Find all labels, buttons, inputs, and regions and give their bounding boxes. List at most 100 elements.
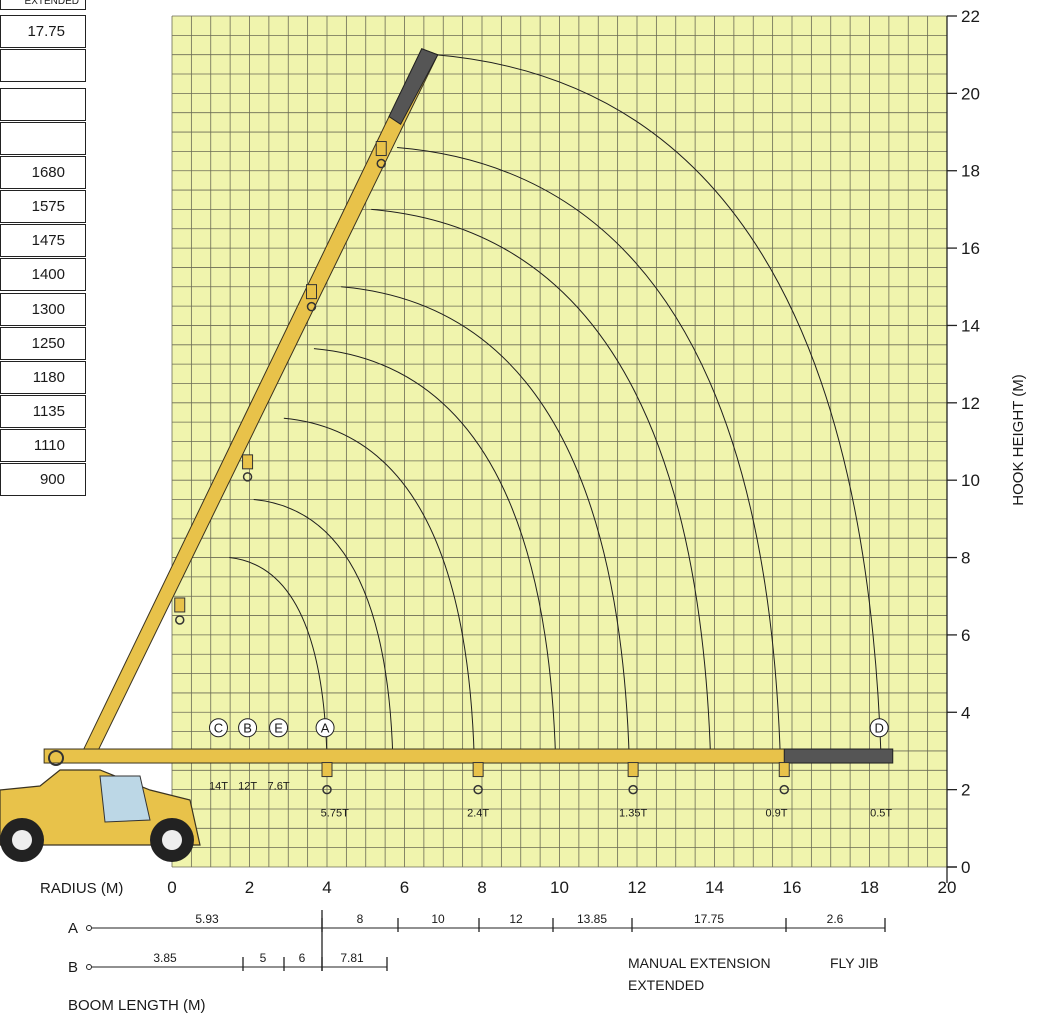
- dim-a-segment: 5.93: [195, 912, 219, 926]
- working-radius-arc: [313, 348, 557, 759]
- table-cell: 1475: [0, 224, 86, 257]
- y-tick-label: 0: [961, 858, 970, 877]
- hook-block: [375, 141, 387, 157]
- table-cell: 17.75: [0, 15, 86, 48]
- dim-b-label: B: [68, 959, 78, 976]
- working-radius-arc: [229, 557, 328, 759]
- working-radius-arc: [283, 417, 475, 759]
- fly-jib: [783, 748, 894, 764]
- dim-b-origin: [86, 964, 92, 970]
- hook-block: [627, 762, 639, 778]
- table-cell: 1250: [0, 327, 86, 360]
- crane-boom: [0, 48, 894, 862]
- working-radius-arc: [397, 147, 781, 759]
- circle-label: A: [321, 721, 330, 736]
- crane-carrier: [0, 769, 201, 846]
- circle-label-marker: [269, 718, 289, 738]
- boom-length-label: BOOM LENGTH (M): [68, 997, 206, 1014]
- x-tick-label: 4: [322, 878, 331, 897]
- capacity-label: 5.75T: [321, 808, 349, 820]
- table-header: EXTENDED: [0, 0, 86, 10]
- boom-tip-jib: [388, 48, 439, 126]
- table-cell: 1300: [0, 293, 86, 326]
- hook: [376, 158, 386, 169]
- table-cell: 1680: [0, 156, 86, 189]
- working-radius-arc: [253, 499, 394, 759]
- circle-label: B: [243, 721, 252, 736]
- horizontal-boom: [43, 748, 886, 764]
- dim-a-segment: 8: [357, 912, 364, 926]
- wheel-hub: [12, 830, 32, 850]
- dim-a-segment: 10: [431, 912, 445, 926]
- hook-block: [242, 454, 254, 470]
- y-tick-label: 14: [961, 316, 980, 335]
- circle-label: D: [874, 721, 883, 736]
- table-cell: 1135: [0, 395, 86, 428]
- capacity-label: 0.9T: [765, 808, 787, 820]
- hook-block: [778, 762, 790, 778]
- y-tick-label: 4: [961, 703, 970, 722]
- dim-a-segment: 17.75: [694, 912, 724, 926]
- y-tick-label: 2: [961, 781, 970, 800]
- x-tick-label: 20: [938, 878, 957, 897]
- y-tick-label: 16: [961, 239, 980, 258]
- working-radius-arcs: [229, 54, 882, 759]
- y-tick-label: 22: [961, 7, 980, 26]
- x-tick-label: 0: [167, 878, 176, 897]
- circle-label-marker: [315, 718, 335, 738]
- crane-cab-window: [99, 775, 151, 823]
- y-tick-label: 18: [961, 162, 980, 181]
- table-cell: [0, 122, 86, 155]
- x-tick-label: 6: [400, 878, 409, 897]
- circle-label: C: [214, 721, 223, 736]
- hook: [628, 784, 638, 795]
- x-tick-label: 12: [628, 878, 647, 897]
- hook: [306, 301, 317, 312]
- capacity-label: 1.35T: [619, 808, 647, 820]
- x-tick-label: 10: [550, 878, 569, 897]
- grid-lines: [171, 15, 948, 868]
- y-axis-label: HOOK HEIGHT (M): [1010, 374, 1027, 505]
- boom-pivot: [48, 750, 64, 766]
- working-radius-arc: [434, 54, 882, 759]
- capacity-label: 14T: [209, 781, 228, 793]
- table-cell: [0, 49, 86, 82]
- capacity-label: 12T: [238, 781, 257, 793]
- hook: [322, 784, 332, 795]
- working-radius-arc: [341, 286, 630, 759]
- table-cell: 1400: [0, 258, 86, 291]
- capacity-label: 7.6T: [268, 781, 290, 793]
- dim-b-segment: 7.81: [340, 951, 364, 965]
- dim-a-segment: 13.85: [577, 912, 607, 926]
- hook-block: [472, 762, 484, 778]
- hook: [779, 784, 789, 795]
- y-tick-label: 10: [961, 471, 980, 490]
- circle-label-marker: [869, 718, 889, 738]
- dim-a-label: A: [68, 920, 78, 937]
- working-radius-arc: [371, 208, 712, 759]
- axes: 0 2 4 6 8 10 12 14 16 18 20 22 0 2 4 6 8 10 12 14 16 18 20 RADI…: [40, 7, 1027, 897]
- dim-b-segment: 5: [260, 951, 267, 965]
- x-tick-label: 8: [477, 878, 486, 897]
- capacity-label: 2.4T: [467, 808, 489, 820]
- x-tick-label: 18: [860, 878, 879, 897]
- dim-b-segment: 6: [299, 951, 306, 965]
- y-tick-label: 8: [961, 549, 970, 568]
- hook-block: [174, 597, 186, 613]
- hook: [242, 472, 253, 482]
- y-tick-label: 6: [961, 626, 970, 645]
- circle-label-marker: [209, 718, 228, 738]
- table-cell: 1575: [0, 190, 86, 223]
- y-tick-label: 20: [961, 84, 980, 103]
- table-cell: 900: [0, 463, 86, 496]
- fly-jib-label: FLY JIB: [830, 955, 879, 971]
- diagram-labels: C B E A D 14T 12T 7.6T 5.75T 2.4T 1.35T 0.9T 0.5T: [209, 718, 892, 820]
- table-cell: 1110: [0, 429, 86, 462]
- dim-a-segment: 2.6: [827, 912, 844, 926]
- capacity-label: 0.5T: [870, 808, 892, 820]
- table-cell: [0, 88, 86, 121]
- hook-block: [321, 762, 333, 778]
- table-cell: 1180: [0, 361, 86, 394]
- manual-extension-label: MANUAL EXTENSION: [628, 955, 771, 971]
